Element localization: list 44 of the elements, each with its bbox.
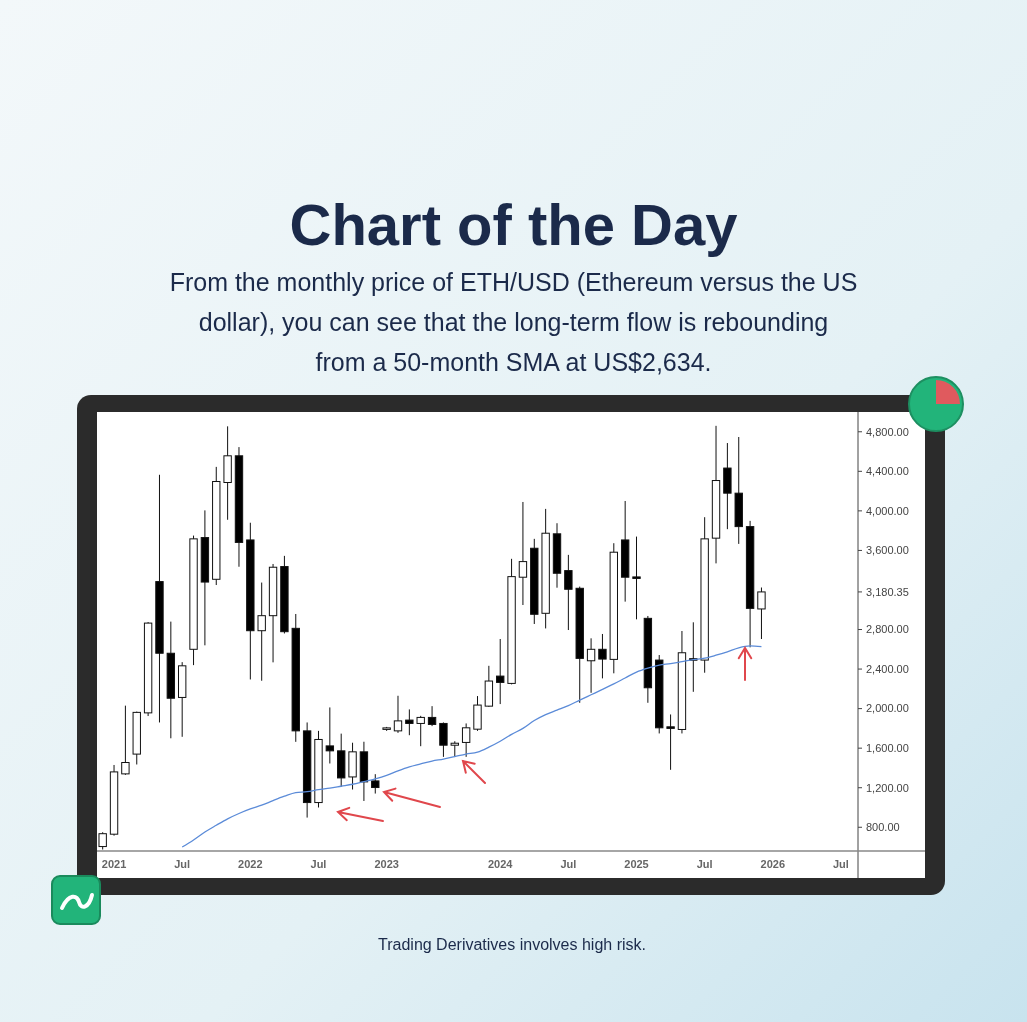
- candlestick: [416, 715, 425, 747]
- chart-subtitle: From the monthly price of ETH/USD (Ethereum versus the US dollar), you can see that the long-term flow is rebounding from a 50-month SMA at US$2,634.: [169, 268, 858, 376]
- candlestick: [325, 706, 335, 764]
- text: Trading Derivatives involves high risk.: [378, 936, 646, 953]
- y-tick-label: 1,200.00: [866, 781, 909, 794]
- candlestick: [632, 536, 641, 620]
- x-tick-label: Jul: [174, 858, 191, 870]
- candlestick: [393, 695, 403, 734]
- candlestick: [405, 708, 414, 736]
- y-tick-label: 2,400.00: [866, 662, 909, 675]
- y-tick-label: 4,800.00: [866, 425, 909, 438]
- y-tick-label: 4,000.00: [866, 504, 909, 517]
- candlestick: [257, 582, 266, 682]
- y-tick-label: 3,180.35: [866, 585, 909, 598]
- candlestick: [371, 773, 380, 795]
- x-tick-label: 2024: [487, 858, 514, 870]
- line-series: [181, 645, 763, 848]
- candlestick: [461, 722, 471, 758]
- y-tick-label: 1,600.00: [866, 742, 909, 755]
- candlestick: [496, 638, 505, 705]
- candlestick: [121, 705, 130, 776]
- x-tick-label: 2023: [374, 858, 399, 870]
- candlestick: [564, 554, 573, 631]
- x-tick-label: 2026: [760, 858, 786, 870]
- x-tick-label: 2025: [624, 858, 649, 870]
- y-tick-label: 2,800.00: [866, 623, 909, 636]
- x-tick-label: 2022: [238, 858, 263, 870]
- x-tick-label: Jul: [310, 858, 327, 870]
- y-tick-label: 4,400.00: [866, 465, 909, 478]
- y-tick-label: 3,600.00: [866, 544, 909, 557]
- candlestick: [427, 705, 437, 727]
- candlestick: [439, 721, 448, 758]
- candlestick: [598, 633, 607, 679]
- x-tick-label: Jul: [696, 858, 713, 870]
- candlestick: [586, 637, 596, 694]
- candlestick: [518, 501, 528, 606]
- x-tick-label: Jul: [560, 858, 577, 870]
- y-tick-label: 2,000.00: [866, 702, 909, 715]
- candlestick: [757, 587, 766, 640]
- chart-title: Chart of the Day: [289, 192, 738, 257]
- y-tick-label: 800.00: [866, 821, 900, 834]
- candlestick: [666, 713, 675, 771]
- x-tick-label: Jul: [833, 858, 849, 870]
- x-tick-label: 2021: [101, 858, 127, 870]
